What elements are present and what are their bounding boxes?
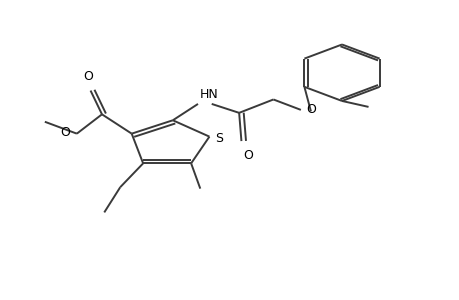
Text: HN: HN [199,88,218,101]
Text: O: O [243,148,253,161]
Text: O: O [60,126,70,139]
Text: O: O [306,103,315,116]
Text: S: S [215,132,223,145]
Text: O: O [83,70,93,83]
